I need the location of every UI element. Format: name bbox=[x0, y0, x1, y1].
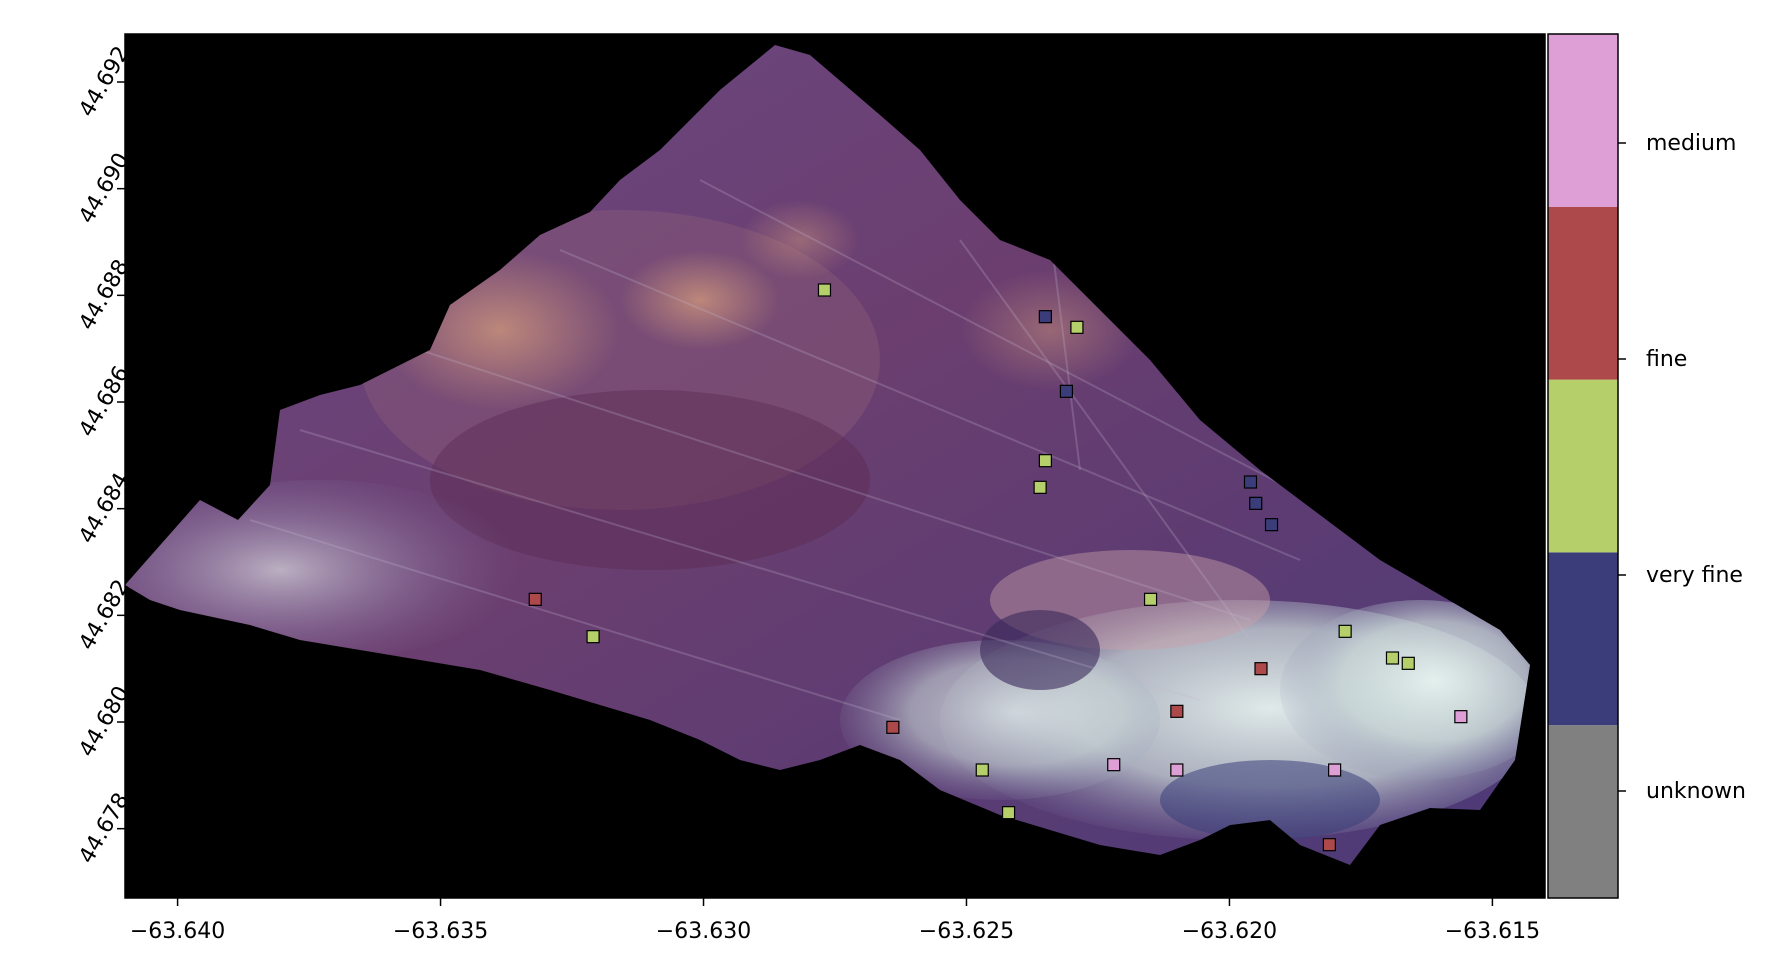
sample-point-24 bbox=[1001, 806, 1016, 820]
colorbar bbox=[1547, 33, 1626, 899]
x-tick-label: −63.620 bbox=[1182, 919, 1277, 944]
sample-points bbox=[528, 283, 1468, 852]
colorbar-label-very-fine: very fine bbox=[1646, 563, 1743, 588]
x-tick-label: −63.635 bbox=[393, 919, 488, 944]
sample-point-12 bbox=[1143, 592, 1158, 606]
sample-point-21 bbox=[1107, 758, 1121, 772]
sample-point-25 bbox=[1322, 838, 1336, 852]
sample-point-14 bbox=[1254, 662, 1268, 676]
sample-point-11 bbox=[586, 630, 600, 644]
colorbar-segment-1 bbox=[1548, 725, 1618, 898]
sample-point-4 bbox=[1059, 384, 1074, 398]
x-tick-label: −63.615 bbox=[1445, 919, 1540, 944]
x-tick-label: −63.625 bbox=[919, 919, 1014, 944]
colorbar-segment-2 bbox=[1548, 552, 1618, 726]
sample-point-16 bbox=[1401, 656, 1415, 670]
sample-point-10 bbox=[528, 592, 542, 606]
sample-point-1 bbox=[817, 283, 832, 297]
sample-point-3 bbox=[1070, 320, 1084, 334]
sample-point-9 bbox=[1264, 518, 1279, 532]
sample-point-13 bbox=[1338, 624, 1352, 638]
colorbar-segment-3 bbox=[1548, 379, 1618, 553]
sample-point-20 bbox=[975, 763, 989, 777]
colorbar-label-fine: fine bbox=[1646, 347, 1687, 372]
sample-point-19 bbox=[1454, 710, 1468, 724]
sample-point-2 bbox=[1038, 310, 1052, 324]
sample-point-6 bbox=[1033, 480, 1047, 494]
sample-point-23 bbox=[1328, 763, 1342, 777]
colorbar-segment-4 bbox=[1548, 206, 1618, 380]
colorbar-segment-5 bbox=[1548, 34, 1618, 207]
sample-point-7 bbox=[1243, 475, 1258, 489]
sample-point-17 bbox=[886, 720, 900, 734]
x-axis: −63.640 −63.635 −63.630 −63.625 −63.620 −63.6… bbox=[130, 898, 1540, 944]
sample-point-8 bbox=[1249, 496, 1263, 510]
sample-point-5 bbox=[1038, 454, 1052, 468]
colorbar-label-medium: medium bbox=[1646, 131, 1736, 156]
x-tick-label: −63.640 bbox=[130, 919, 225, 944]
colorbar-frame bbox=[1547, 33, 1619, 899]
sample-point-22 bbox=[1170, 763, 1184, 777]
sample-point-15 bbox=[1385, 651, 1400, 665]
sample-point-18 bbox=[1170, 704, 1184, 718]
colorbar-label-unknown: unknown bbox=[1646, 779, 1746, 804]
colorbar-labels: medium fine very fine unknown bbox=[1646, 131, 1746, 804]
axes-frame bbox=[124, 33, 1546, 899]
x-tick-label: −63.630 bbox=[656, 919, 751, 944]
